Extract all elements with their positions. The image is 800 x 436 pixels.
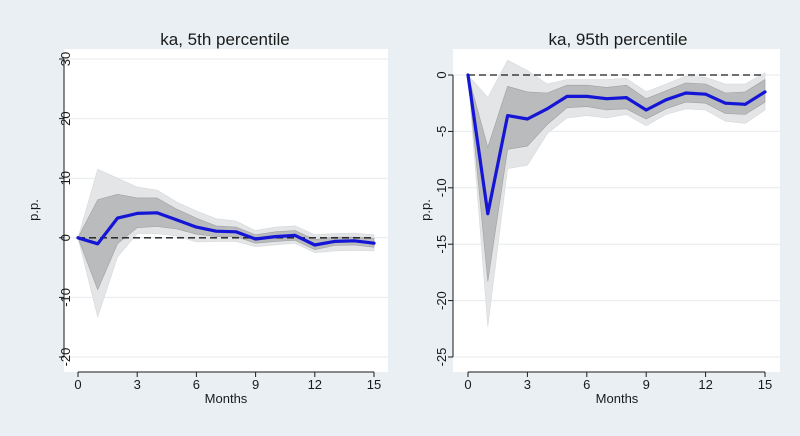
data-point-right [486, 212, 490, 216]
y-tick-label-left: -20 [58, 348, 73, 367]
data-point-left [214, 229, 218, 233]
y-tick-label-right: -10 [434, 178, 449, 197]
data-point-left [313, 243, 317, 247]
data-point-left [116, 216, 119, 220]
x-tick-label-right: 0 [464, 377, 471, 392]
y-tick-label-right: 0 [434, 71, 449, 78]
x-tick-label-right: 6 [583, 377, 590, 392]
data-point-left [254, 237, 257, 241]
x-axis-title-left: Months [205, 391, 248, 406]
data-point-right [743, 102, 747, 106]
data-point-left [96, 242, 100, 246]
x-tick-label-left: 9 [252, 377, 259, 392]
x-tick-label-right: 12 [698, 377, 712, 392]
data-point-right [704, 92, 707, 96]
x-tick-label-left: 15 [367, 377, 381, 392]
y-tick-label-right: -25 [434, 348, 449, 367]
data-point-right [763, 90, 767, 94]
plot-area-right: -25 -20 -15 -10 -5 0 0 3 6 9 12 15 [434, 59, 780, 392]
x-tick-label-left: 3 [134, 377, 141, 392]
panel-title-right: ka, 95th percentile [549, 30, 688, 49]
y-axis-title-right: p.p. [418, 199, 433, 221]
data-point-left [175, 218, 179, 222]
data-point-left [372, 241, 376, 245]
x-tick-label-left: 6 [193, 377, 200, 392]
data-point-right [684, 91, 688, 95]
y-axis-title-left: p.p. [26, 199, 41, 221]
y-tick-label-right: -15 [434, 235, 449, 254]
panel-right: ka, 95th percentile -25 -20 -15 -10 -5 0 0 3 6 9 1… [418, 30, 780, 406]
data-point-right [644, 108, 648, 112]
x-tick-label-left: 12 [308, 377, 322, 392]
data-point-left [155, 211, 159, 215]
data-point-right [724, 101, 727, 105]
y-tick-label-left: 30 [58, 52, 73, 66]
panel-left: ka, 5th percentile -20 -10 0 10 20 30 0 3 6 9 12 15… [26, 30, 388, 406]
x-tick-label-left: 0 [74, 377, 81, 392]
data-point-left [273, 235, 277, 239]
data-point-right [585, 95, 589, 98]
y-tick-label-right: -20 [434, 291, 449, 310]
plot-area-left: -20 -10 0 10 20 30 0 3 6 9 12 15 [58, 52, 388, 392]
data-point-left [135, 211, 139, 215]
data-point-left [195, 225, 198, 229]
data-point-left [234, 230, 238, 234]
data-point-right [466, 73, 470, 77]
data-point-right [625, 96, 628, 99]
data-point-right [545, 107, 549, 111]
x-axis-title-right: Months [596, 391, 639, 406]
data-point-right [605, 97, 608, 101]
series-line-right [466, 73, 767, 216]
y-tick-label-left: -10 [58, 288, 73, 307]
y-tick-label-left: 20 [58, 111, 73, 125]
data-point-left [293, 234, 297, 237]
data-point-left [352, 239, 356, 243]
x-tick-label-right: 9 [643, 377, 650, 392]
data-point-left [333, 239, 336, 243]
data-point-right [526, 117, 529, 121]
x-tick-label-right: 15 [758, 377, 772, 392]
series-line-left [76, 211, 376, 247]
y-tick-label-left: 0 [58, 234, 73, 241]
x-tick-label-right: 3 [524, 377, 531, 392]
data-point-right [565, 95, 569, 98]
data-point-right [506, 114, 509, 118]
data-point-left [76, 236, 80, 240]
panel-title-left: ka, 5th percentile [160, 30, 289, 49]
y-tick-label-right: -5 [434, 126, 449, 138]
data-point-right [664, 98, 668, 102]
y-tick-label-left: 10 [58, 171, 73, 185]
